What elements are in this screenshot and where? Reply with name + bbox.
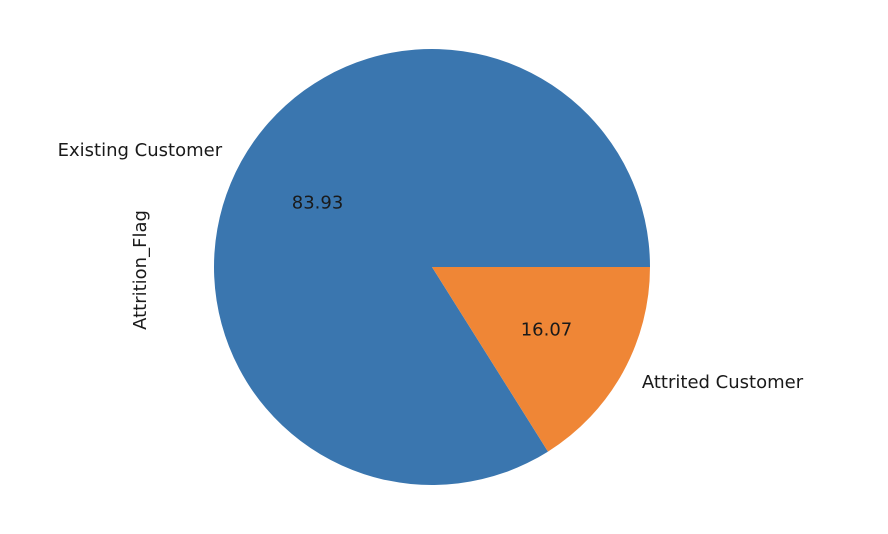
pie-category-label-existing-customer: Existing Customer — [58, 140, 223, 161]
pie-slice-existing-customer — [214, 48, 650, 485]
pie-pct-label-existing-customer: 83.93 — [292, 193, 344, 214]
pie-labels: 83.93 Existing Customer 16.07 Attrited Cust… — [58, 140, 804, 393]
pie-category-label-attrited-customer: Attrited Customer — [642, 372, 804, 393]
pie-slice-attrited-customer — [432, 267, 650, 452]
y-axis-label: Attrition_Flag — [130, 210, 151, 330]
pie-slices — [214, 48, 650, 485]
pie-pct-label-attrited-customer: 16.07 — [521, 319, 573, 340]
